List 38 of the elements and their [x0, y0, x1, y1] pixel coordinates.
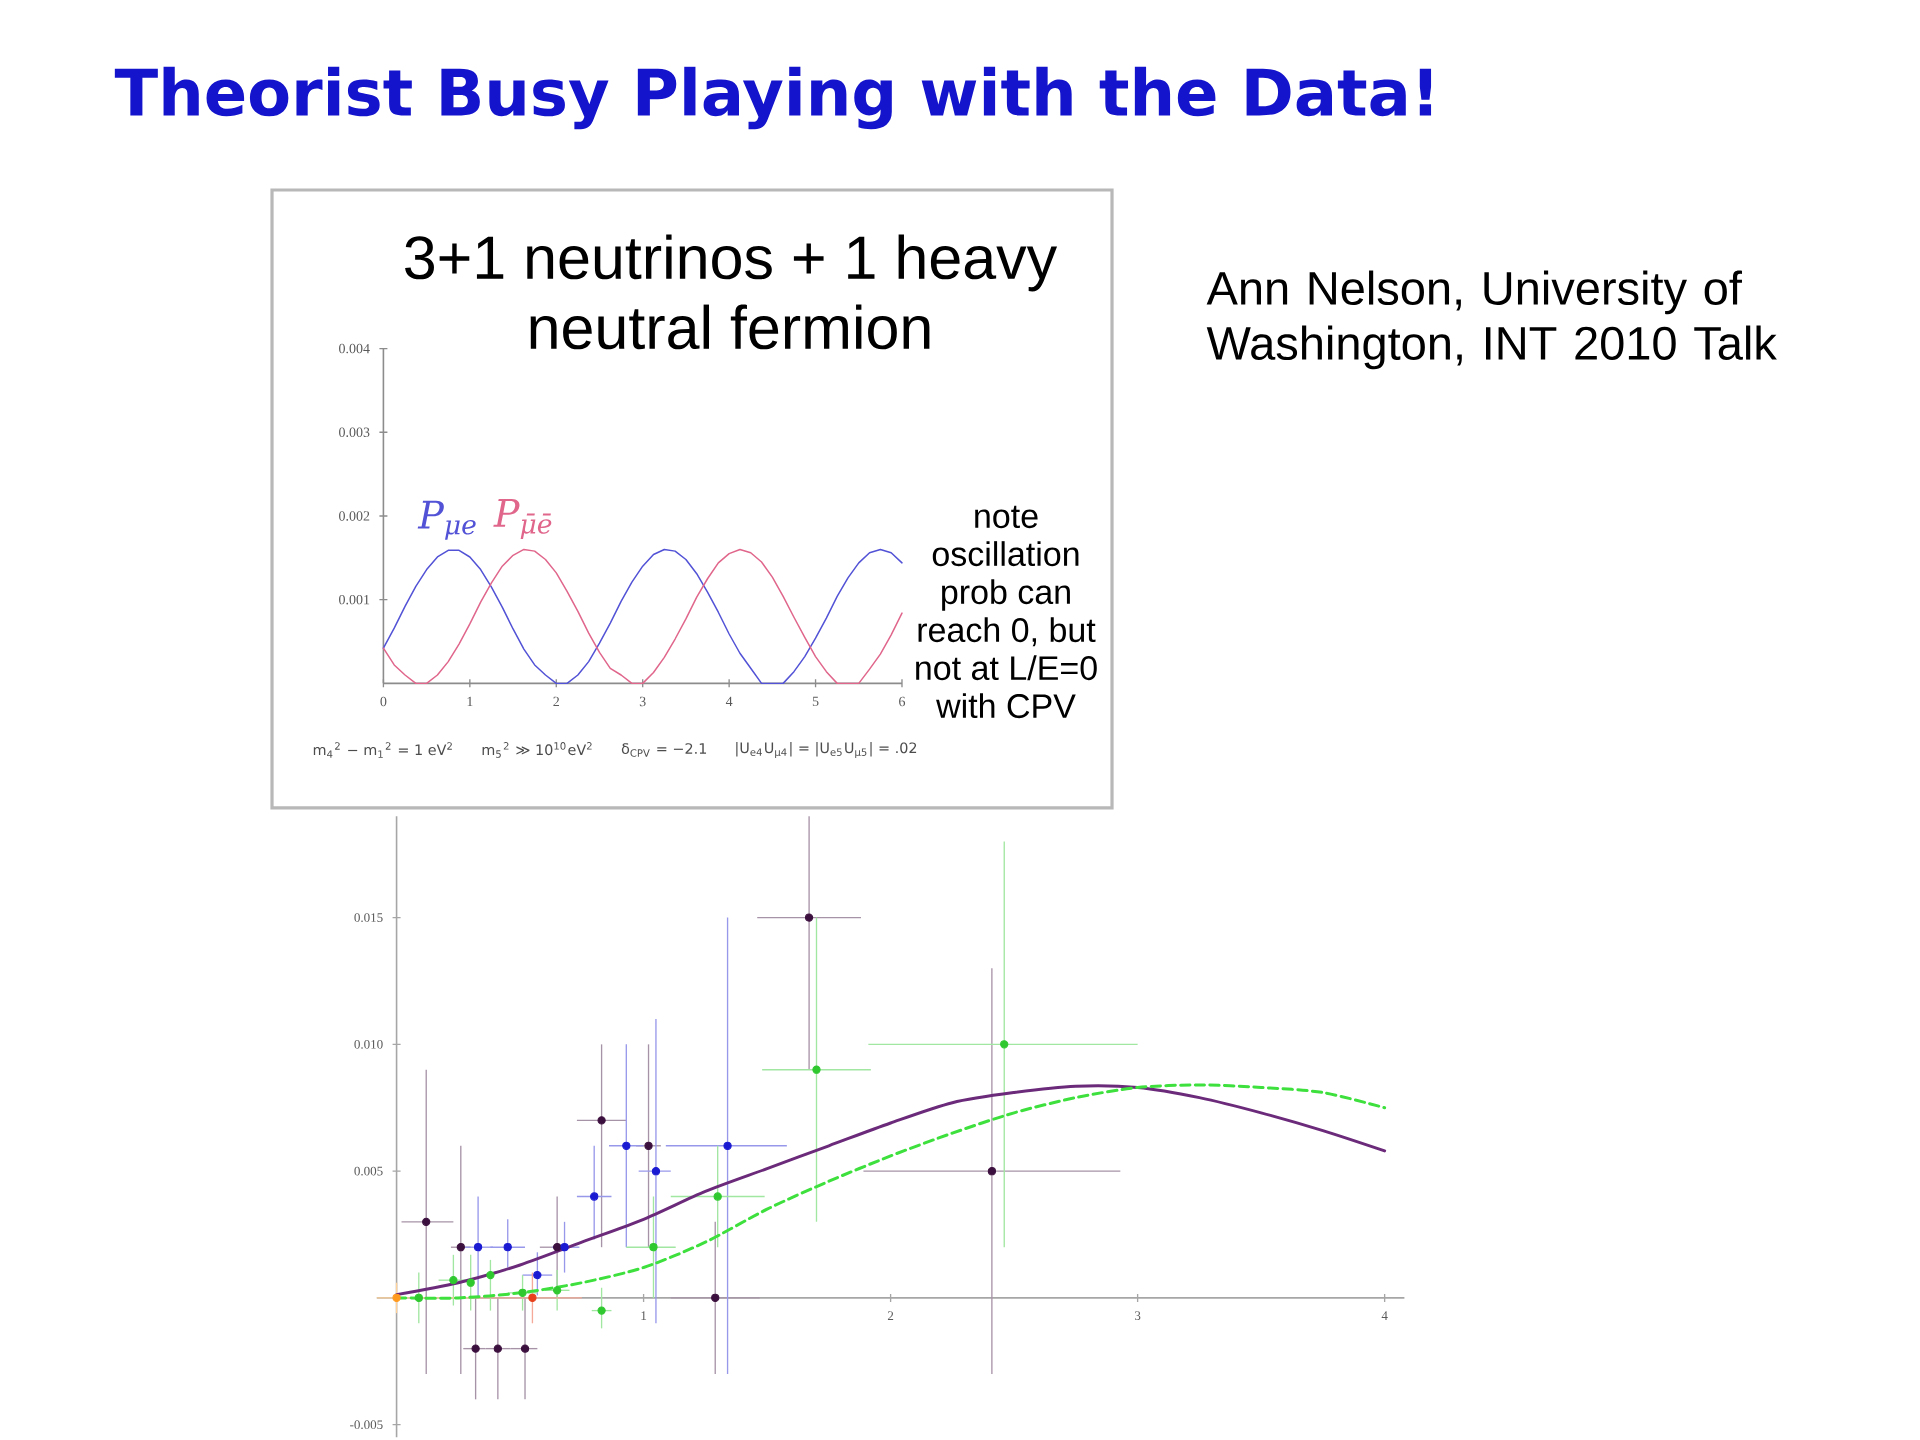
point	[456, 1243, 465, 1252]
point	[560, 1243, 569, 1252]
point	[493, 1344, 502, 1353]
point	[466, 1278, 475, 1287]
point	[503, 1243, 512, 1252]
point	[552, 1243, 562, 1252]
point	[486, 1270, 495, 1280]
series-label: P$_{μe}$	[417, 500, 476, 540]
series-label: P$_{μ̄ē}$	[493, 499, 552, 539]
point	[520, 1344, 530, 1353]
point	[414, 1293, 423, 1303]
text: note oscillation prob can reach 0, but not at L/E=0 with CPV	[916, 505, 1097, 719]
point	[713, 1192, 722, 1201]
chart-subtitle: 3+1 neutrinos + 1 heavy neutral fermion	[405, 234, 1058, 350]
point	[649, 1243, 658, 1252]
point	[552, 1286, 562, 1295]
point	[597, 1116, 606, 1125]
point	[804, 913, 814, 922]
point	[518, 1288, 527, 1297]
point	[1000, 1040, 1009, 1049]
point	[528, 1293, 537, 1303]
point	[422, 1217, 431, 1226]
point	[449, 1276, 458, 1285]
point	[590, 1192, 599, 1201]
point	[644, 1141, 653, 1150]
point	[987, 1167, 997, 1176]
point	[597, 1306, 606, 1315]
point	[723, 1141, 732, 1150]
point	[622, 1141, 631, 1150]
point	[651, 1167, 661, 1176]
point	[473, 1243, 483, 1252]
point	[392, 1293, 401, 1303]
point	[471, 1344, 480, 1353]
point	[812, 1065, 821, 1074]
point	[711, 1293, 720, 1303]
point	[533, 1270, 542, 1280]
text: Ann Nelson, University of Washington, INT 2010 Talk	[1206, 270, 1777, 370]
chart-title: Theorist Busy Playing with the Data!	[114, 66, 1432, 130]
